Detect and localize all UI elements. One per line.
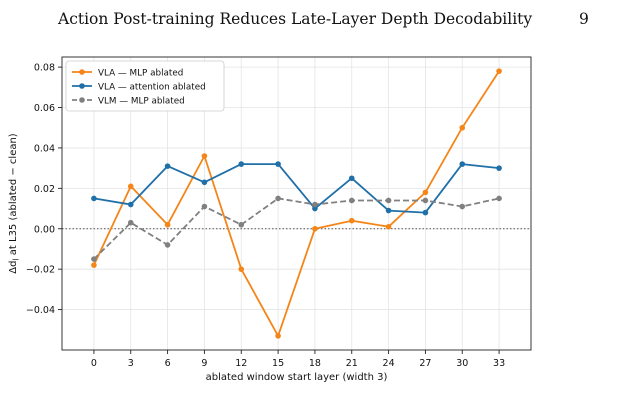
x-tick-label: 6 <box>165 358 171 369</box>
x-tick-label: 3 <box>128 358 134 369</box>
x-tick-label: 24 <box>383 358 395 369</box>
y-tick-label: 0.04 <box>34 143 55 154</box>
series-3-point <box>91 256 97 262</box>
series-line-1 <box>93 70 500 337</box>
series-2-point <box>459 161 466 167</box>
legend: VLA — MLP ablated VLA — attention ablated… <box>65 60 225 112</box>
x-tick-label: 9 <box>201 358 207 369</box>
legend-marker-2 <box>79 83 85 89</box>
x-tick-label: 27 <box>419 358 431 369</box>
series-2-point <box>238 161 245 167</box>
series-1-point <box>164 221 171 228</box>
legend-label-1: VLA — MLP ablated <box>98 68 183 78</box>
series-line-2 <box>93 163 500 214</box>
series-3-point <box>312 201 318 208</box>
series-3-point <box>201 203 208 210</box>
x-tick-label: 21 <box>346 358 358 369</box>
series-3-point <box>238 221 245 228</box>
series-2-point <box>422 209 429 216</box>
series-1-point <box>127 183 134 190</box>
series-3-point <box>385 197 392 204</box>
series-1-point <box>91 262 97 268</box>
y-tick-label: −0.02 <box>26 265 55 276</box>
series-3-point <box>459 203 466 210</box>
series-1-point <box>238 266 245 272</box>
series-3-point <box>348 197 355 204</box>
x-tick-label: 33 <box>493 358 505 369</box>
legend-marker-3 <box>79 97 85 103</box>
legend-label-2: VLA — attention ablated <box>98 82 206 92</box>
x-axis: 0 3 6 9 12 15 18 21 24 27 30 33 <box>91 350 505 369</box>
series-2-point <box>348 175 355 182</box>
series-2-point <box>164 163 171 169</box>
y-tick-label: 0.00 <box>34 224 55 235</box>
y-axis-label: Δdl at L35 (ablated − clean) <box>8 133 21 274</box>
running-head-title: Action Post-training Reduces Late-Layer … <box>58 10 533 28</box>
series-2-point <box>201 179 208 186</box>
legend-label-3: VLM — MLP ablated <box>98 96 185 106</box>
plot-frame <box>61 56 532 351</box>
series-2-point <box>312 205 318 212</box>
x-tick-label: 0 <box>91 358 97 369</box>
y-tick-label: −0.04 <box>26 305 55 316</box>
legend-marker-1 <box>79 69 85 75</box>
x-tick-label: 15 <box>272 358 284 369</box>
x-tick-label: 18 <box>309 358 321 369</box>
series-3-point <box>496 195 502 202</box>
x-axis-label: ablated window start layer (width 3) <box>206 372 388 383</box>
series-2-point <box>91 195 97 202</box>
series-3-point <box>127 219 134 226</box>
series-2-point <box>385 207 392 214</box>
series-2-point <box>127 201 134 208</box>
series-1-point <box>385 223 392 230</box>
series-2-point <box>275 161 281 167</box>
page-number: 9 <box>579 10 589 28</box>
y-axis: −0.04 −0.02 0.00 0.02 0.04 0.06 0.08 <box>26 63 62 316</box>
series-3-point <box>275 195 281 202</box>
series-1-point <box>459 124 466 131</box>
series-1-point <box>496 68 502 74</box>
series-group <box>91 68 502 339</box>
series-1-point <box>348 217 355 224</box>
y-tick-label: 0.02 <box>34 184 55 195</box>
series-3-point <box>422 197 429 204</box>
running-head: Action Post-training Reduces Late-Layer … <box>0 0 619 40</box>
y-tick-label: 0.06 <box>34 103 55 114</box>
x-tick-label: 12 <box>235 358 247 369</box>
series-2-point <box>496 165 502 171</box>
series-line-3 <box>93 197 500 260</box>
legend-box <box>65 60 225 112</box>
series-1-point <box>422 189 429 196</box>
series-1-point <box>201 153 208 159</box>
series-1-point <box>275 333 281 339</box>
series-3-point <box>164 242 171 248</box>
series-1-point <box>312 225 318 232</box>
x-tick-label: 30 <box>456 358 468 369</box>
y-tick-label: 0.08 <box>34 63 55 74</box>
